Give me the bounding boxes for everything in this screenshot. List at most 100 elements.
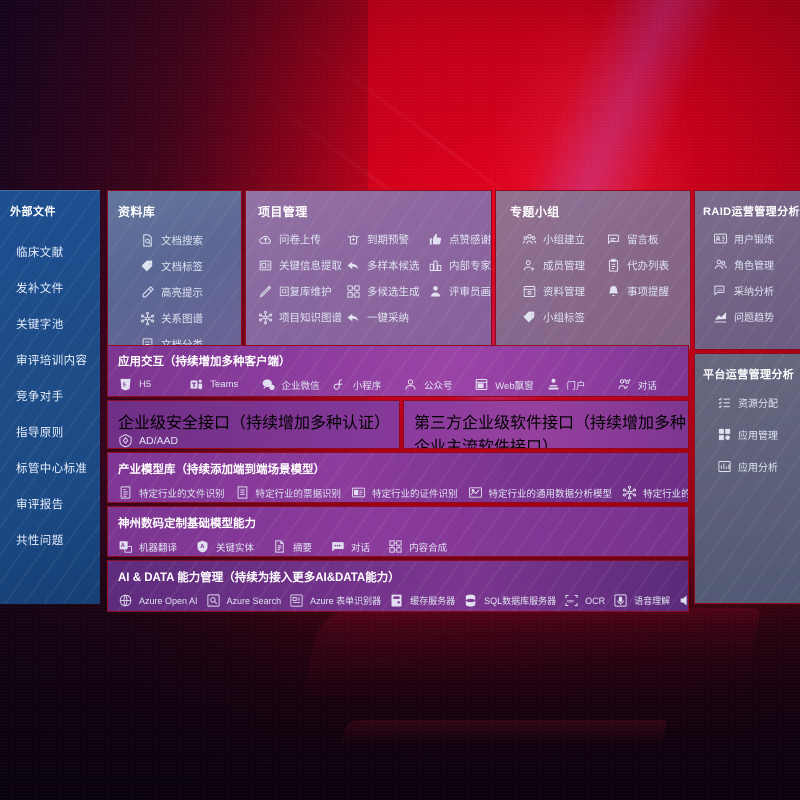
group-item-material-management[interactable]: 资料管理 — [522, 284, 594, 299]
aidata-chip-label: Azure Open AI — [139, 595, 198, 606]
project-item-questionnaire-upload[interactable]: 问卷上传 — [258, 232, 346, 247]
aidata-chip-tts[interactable]: TTS — [678, 593, 688, 608]
basemodel-chip-machine-translation[interactable]: A 机器翻译 — [118, 539, 177, 554]
raid-item-label: 用户锻炼 — [734, 235, 774, 246]
person-icon — [428, 284, 443, 299]
panel-raid-title: RAID运营管理分析 — [703, 206, 800, 218]
group-item-grid: 小组建立 留言板 成员管理 代办列表 资料管理 事项提醒 — [510, 232, 690, 325]
svg-text:A: A — [121, 543, 125, 549]
translate-icon: A — [118, 539, 133, 554]
sidebar-item-review-training[interactable]: 审评培训内容 — [16, 355, 88, 367]
capability-rows: 应用交互（持续增加多种客户端） 5 H5 Teams 企业微信 小程序 公众号 — [107, 345, 689, 615]
panel-project-title: 项目管理 — [258, 205, 308, 219]
file-recognize-icon — [118, 485, 133, 500]
basemodel-chip-dialog[interactable]: 对话 — [330, 539, 370, 554]
row-application-interaction: 应用交互（持续增加多种客户端） 5 H5 Teams 企业微信 小程序 公众号 — [107, 345, 689, 397]
project-item-multi-candidate-generate[interactable]: 多候选生成 — [346, 284, 428, 299]
aidata-chip-cache-server[interactable]: 缓存服务器 — [389, 593, 455, 608]
aidata-chip-form-recognizer[interactable]: Azure 表单识别器 — [289, 593, 381, 608]
entity-icon: A — [195, 539, 210, 554]
platform-item-resource-allocation[interactable]: 资源分配 — [717, 395, 800, 410]
sidebar-item-common-issues[interactable]: 共性问题 — [16, 535, 64, 547]
cache-server-icon — [389, 593, 404, 608]
basemodel-chip-content-synthesis[interactable]: 内容合成 — [388, 539, 447, 554]
aidata-chip-azure-search[interactable]: Azure Search — [206, 593, 281, 608]
project-item-like-thanks[interactable]: 点赞感谢 — [428, 232, 491, 247]
raid-item-user-training[interactable]: 用户锻炼 — [713, 231, 800, 246]
project-item-expiry-alert[interactable]: 到期预警 — [346, 232, 428, 247]
row-base-model-capability: 神州数码定制基础模型能力 A 机器翻译 A 关键实体 摘要 对话 内容合成 — [107, 506, 689, 557]
aidata-chip-ocr[interactable]: ocr OCR — [564, 593, 605, 608]
raid-item-adoption-analysis[interactable]: QA 采纳分析 — [713, 283, 800, 298]
security-chip-label: 本地账号 — [139, 448, 181, 449]
sidebar-item-supplement-docs[interactable]: 发补文件 — [16, 283, 64, 295]
industry-chip-id-recognition[interactable]: 特定行业的证件识别 — [351, 485, 458, 500]
id-card-icon — [713, 231, 728, 246]
group-item-event-reminder[interactable]: 事项提醒 — [606, 284, 690, 299]
people-icon — [713, 257, 728, 272]
project-item-internal-expert-ranking[interactable]: 内部专家排名 — [428, 258, 491, 273]
group-item-message-board[interactable]: 留言板 — [606, 232, 690, 247]
project-item-reply-library[interactable]: 回复库维护 — [258, 284, 346, 299]
basemodel-chip-list: A 机器翻译 A 关键实体 摘要 对话 内容合成 — [118, 539, 688, 554]
sidebar-item-review-report[interactable]: 审评报告 — [16, 499, 64, 511]
sidebar-item-competitors[interactable]: 竞争对手 — [16, 391, 64, 403]
library-item-doc-search[interactable]: 文档搜索 — [140, 233, 241, 248]
basemodel-chip-summary[interactable]: 摘要 — [272, 539, 312, 554]
sidebar-item-guidelines[interactable]: 指导原则 — [16, 427, 64, 439]
sidebar-item-standards-center[interactable]: 标管中心标准 — [16, 463, 88, 475]
group-item-label: 事项提醒 — [627, 286, 669, 298]
aidata-chip-azure-openai[interactable]: Azure Open AI — [118, 593, 198, 608]
portal-icon — [546, 377, 561, 392]
aidata-chip-sql-server[interactable]: SQL数据库服务器 — [463, 593, 556, 608]
project-item-label: 多候选生成 — [367, 286, 420, 298]
interaction-chip-web-popup[interactable]: Web飘窗 — [474, 377, 545, 392]
row-aidata-title: AI & DATA 能力管理（持续为接入更多AI&DATA能力） — [118, 572, 400, 584]
security-chip-local-account[interactable]: 本地账号 — [118, 448, 379, 449]
security-chip-ad-aad[interactable]: AD/AAD — [118, 433, 379, 448]
openai-icon — [118, 593, 133, 608]
project-item-reviewer-profile[interactable]: 评审员画像 — [428, 284, 491, 299]
library-item-highlight[interactable]: 高亮提示 — [140, 285, 241, 300]
interaction-chip-h5[interactable]: 5 H5 — [118, 377, 189, 392]
sidebar-item-keyword-pool[interactable]: 关键字池 — [16, 319, 64, 331]
raid-item-role-management[interactable]: 角色管理 — [713, 257, 800, 272]
library-item-label: 关系图谱 — [161, 313, 203, 325]
interaction-chip-teams[interactable]: Teams — [189, 377, 260, 392]
industry-chip-receipt-recognition[interactable]: 特定行业的票据识别 — [235, 485, 341, 500]
industry-chip-knowledge-graph-model[interactable]: 特定行业的通用知识图谱模型 — [622, 485, 688, 500]
library-item-relation-graph[interactable]: 关系图谱 — [140, 311, 241, 326]
project-item-one-click-adopt[interactable]: 一键采纳 — [346, 310, 428, 325]
sql-db-icon — [463, 593, 478, 608]
interaction-chip-label: Teams — [210, 379, 239, 390]
panel-sheen — [695, 354, 800, 603]
platform-item-app-management[interactable]: 应用管理 — [717, 427, 800, 442]
interaction-chip-official-account[interactable]: 公众号 — [403, 377, 474, 392]
platform-item-label: 应用分析 — [738, 463, 778, 474]
project-item-label: 点赞感谢 — [449, 234, 491, 246]
project-item-key-info-extract[interactable]: 关键信息提取 — [258, 258, 346, 273]
industry-chip-data-analysis-model[interactable]: 特定行业的通用数据分析模型 — [468, 485, 612, 500]
interaction-chip-wechat-work[interactable]: 企业微信 — [261, 377, 332, 392]
summary-icon — [272, 539, 287, 554]
platform-item-app-analysis[interactable]: 应用分析 — [717, 459, 800, 474]
project-item-multi-sample-candidate[interactable]: 多样本候选 — [346, 258, 428, 273]
sidebar-item-clinical-literature[interactable]: 临床文献 — [16, 247, 64, 259]
group-item-todo-list[interactable]: 代办列表 — [606, 258, 690, 273]
industry-chip-file-recognition[interactable]: 特定行业的文件识别 — [118, 485, 225, 500]
group-item-member-management[interactable]: 成员管理 — [522, 258, 594, 273]
group-item-create-group[interactable]: 小组建立 — [522, 232, 594, 247]
interaction-chip-dialog[interactable]: 对话 — [617, 377, 688, 392]
basemodel-chip-key-entity[interactable]: A 关键实体 — [195, 539, 254, 554]
person-add-icon — [522, 258, 537, 273]
project-item-knowledge-graph[interactable]: 项目知识图谱 — [258, 310, 346, 325]
library-item-doc-tag[interactable]: 文档标签 — [140, 259, 241, 274]
group-item-group-tag[interactable]: 小组标签 — [522, 310, 594, 325]
aidata-chip-voice-understanding[interactable]: 语音理解 — [613, 593, 670, 608]
interaction-chip-portal[interactable]: 门户 — [546, 377, 617, 392]
interaction-chip-miniprogram[interactable]: 小程序 — [332, 377, 403, 392]
aidata-chip-label: OCR — [585, 595, 606, 606]
miniprogram-icon — [332, 377, 347, 392]
raid-item-issue-trend[interactable]: 问题趋势 — [713, 309, 800, 324]
bbs-icon — [606, 232, 621, 247]
